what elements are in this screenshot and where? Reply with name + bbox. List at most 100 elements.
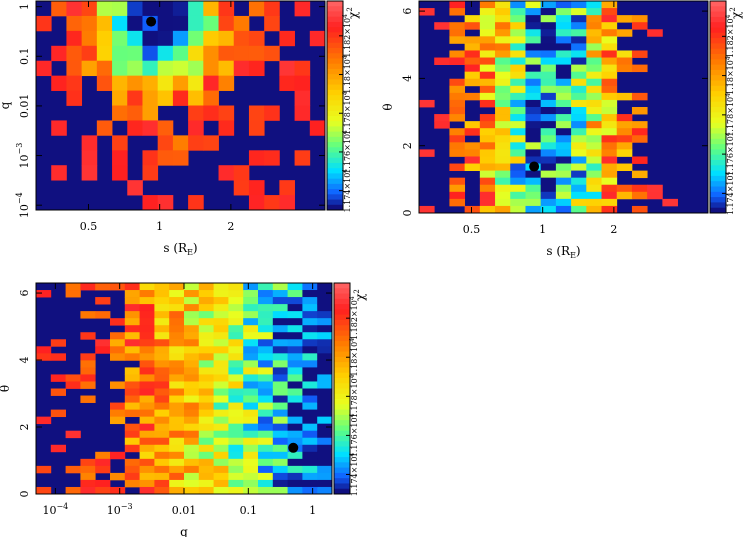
heatmap-cell	[479, 71, 496, 80]
heatmap-cell	[95, 479, 111, 488]
heatmap-cell	[172, 60, 189, 77]
heatmap-cell	[213, 374, 229, 382]
heatmap-cell	[555, 191, 572, 200]
x-axis-label: s (RE)	[163, 241, 197, 257]
heatmap-cell	[36, 353, 52, 361]
heatmap-cell	[36, 60, 52, 77]
heatmap-cell	[571, 36, 587, 44]
heatmap-cell	[540, 15, 557, 23]
heatmap-cell	[124, 472, 140, 481]
colorbar-swatch	[327, 110, 343, 117]
heatmap-cell	[248, 45, 265, 62]
heatmap-cell	[228, 479, 244, 488]
heatmap-cell	[169, 360, 185, 368]
heatmap-cell	[243, 311, 259, 319]
heatmap-cell	[172, 15, 189, 32]
heatmap-cell	[184, 444, 200, 453]
heatmap-cell	[50, 374, 66, 382]
heatmap-cell	[80, 367, 96, 375]
heatmap-cell	[586, 43, 602, 51]
y-tick-label: 10−4	[15, 192, 31, 218]
colorbar-swatch	[327, 16, 343, 23]
heatmap-cell	[228, 332, 244, 340]
colorbar-tick-label: 1.178×104	[725, 93, 736, 137]
heatmap-cell	[198, 325, 214, 333]
heatmap-cell	[272, 318, 288, 326]
heatmap-cell	[228, 381, 244, 389]
heatmap-cell	[571, 99, 587, 108]
heatmap-cell	[169, 339, 185, 347]
colorbar-swatch	[327, 48, 343, 54]
heatmap-cell	[586, 198, 602, 207]
heatmap-cell	[169, 409, 185, 418]
heatmap-cell	[631, 107, 648, 115]
heatmap-cell	[540, 8, 557, 16]
heatmap-cell	[198, 472, 214, 481]
heatmap-cell	[464, 163, 481, 171]
heatmap-cell	[139, 437, 155, 446]
heatmap-cell	[555, 85, 572, 94]
heatmap-cell	[184, 423, 200, 432]
heatmap-cell	[139, 409, 155, 418]
heatmap-cell	[228, 444, 244, 453]
heatmap-cell	[258, 479, 274, 488]
heatmap-cell	[279, 75, 295, 91]
x-tick-label: 1	[539, 223, 546, 236]
heatmap-cell	[586, 121, 602, 129]
heatmap-cell	[449, 57, 466, 65]
heatmap-cell	[287, 451, 303, 460]
heatmap-cell	[495, 8, 511, 16]
heatmap-cell	[616, 15, 633, 23]
heatmap-cell	[555, 15, 572, 23]
heatmap-cell	[243, 325, 259, 333]
heatmap-cell	[586, 36, 602, 44]
colorbar-swatch	[710, 101, 726, 108]
colorbar-swatch	[327, 100, 343, 106]
heatmap-cell	[169, 367, 185, 375]
colorbar-swatch	[334, 298, 350, 305]
heatmap-cell	[213, 297, 229, 305]
colorbar-swatch	[334, 319, 350, 326]
heatmap-cell	[213, 318, 229, 326]
heatmap-cell	[258, 430, 274, 439]
heatmap-cell	[616, 163, 633, 171]
heatmap-cell	[540, 191, 557, 200]
heatmap-cell	[525, 128, 542, 136]
colorbar-swatch	[710, 138, 726, 145]
heatmap-cell	[258, 374, 274, 382]
heatmap-cell	[317, 486, 333, 495]
x-tick-label: 0.5	[463, 223, 481, 236]
heatmap-cell	[139, 402, 155, 410]
heatmap-cell	[81, 30, 98, 47]
heatmap-cell	[449, 107, 466, 115]
heatmap-cell	[154, 311, 170, 319]
heatmap-cell	[157, 90, 174, 106]
heatmap-cell	[287, 486, 303, 495]
heatmap-cell	[479, 198, 496, 207]
heatmap-cell	[213, 311, 229, 319]
heatmap-cell	[449, 191, 466, 200]
heatmap-cell	[243, 283, 259, 291]
heatmap-cell	[287, 290, 303, 298]
heatmap-cell	[80, 374, 96, 382]
heatmap-cell	[302, 486, 318, 495]
heatmap-cell	[243, 395, 259, 403]
heatmap-cell	[302, 465, 318, 474]
heatmap-cell	[631, 121, 648, 129]
heatmap-cell	[110, 402, 126, 410]
heatmap-cell	[233, 165, 250, 181]
heatmap-cell	[616, 191, 633, 200]
heatmap-cell	[198, 444, 214, 453]
heatmap-cell	[139, 430, 155, 439]
heatmap-cell	[555, 29, 572, 37]
heatmap-cell	[184, 283, 200, 291]
heatmap-cell	[540, 99, 557, 108]
heatmap-cell	[243, 388, 259, 396]
heatmap-cell	[586, 85, 602, 94]
heatmap-cell	[555, 149, 572, 157]
heatmap-cell	[258, 451, 274, 460]
colorbar-swatch	[334, 462, 350, 469]
heatmap-cell	[449, 128, 466, 136]
heatmap-cell	[243, 297, 259, 305]
colorbar-swatch	[327, 89, 343, 96]
